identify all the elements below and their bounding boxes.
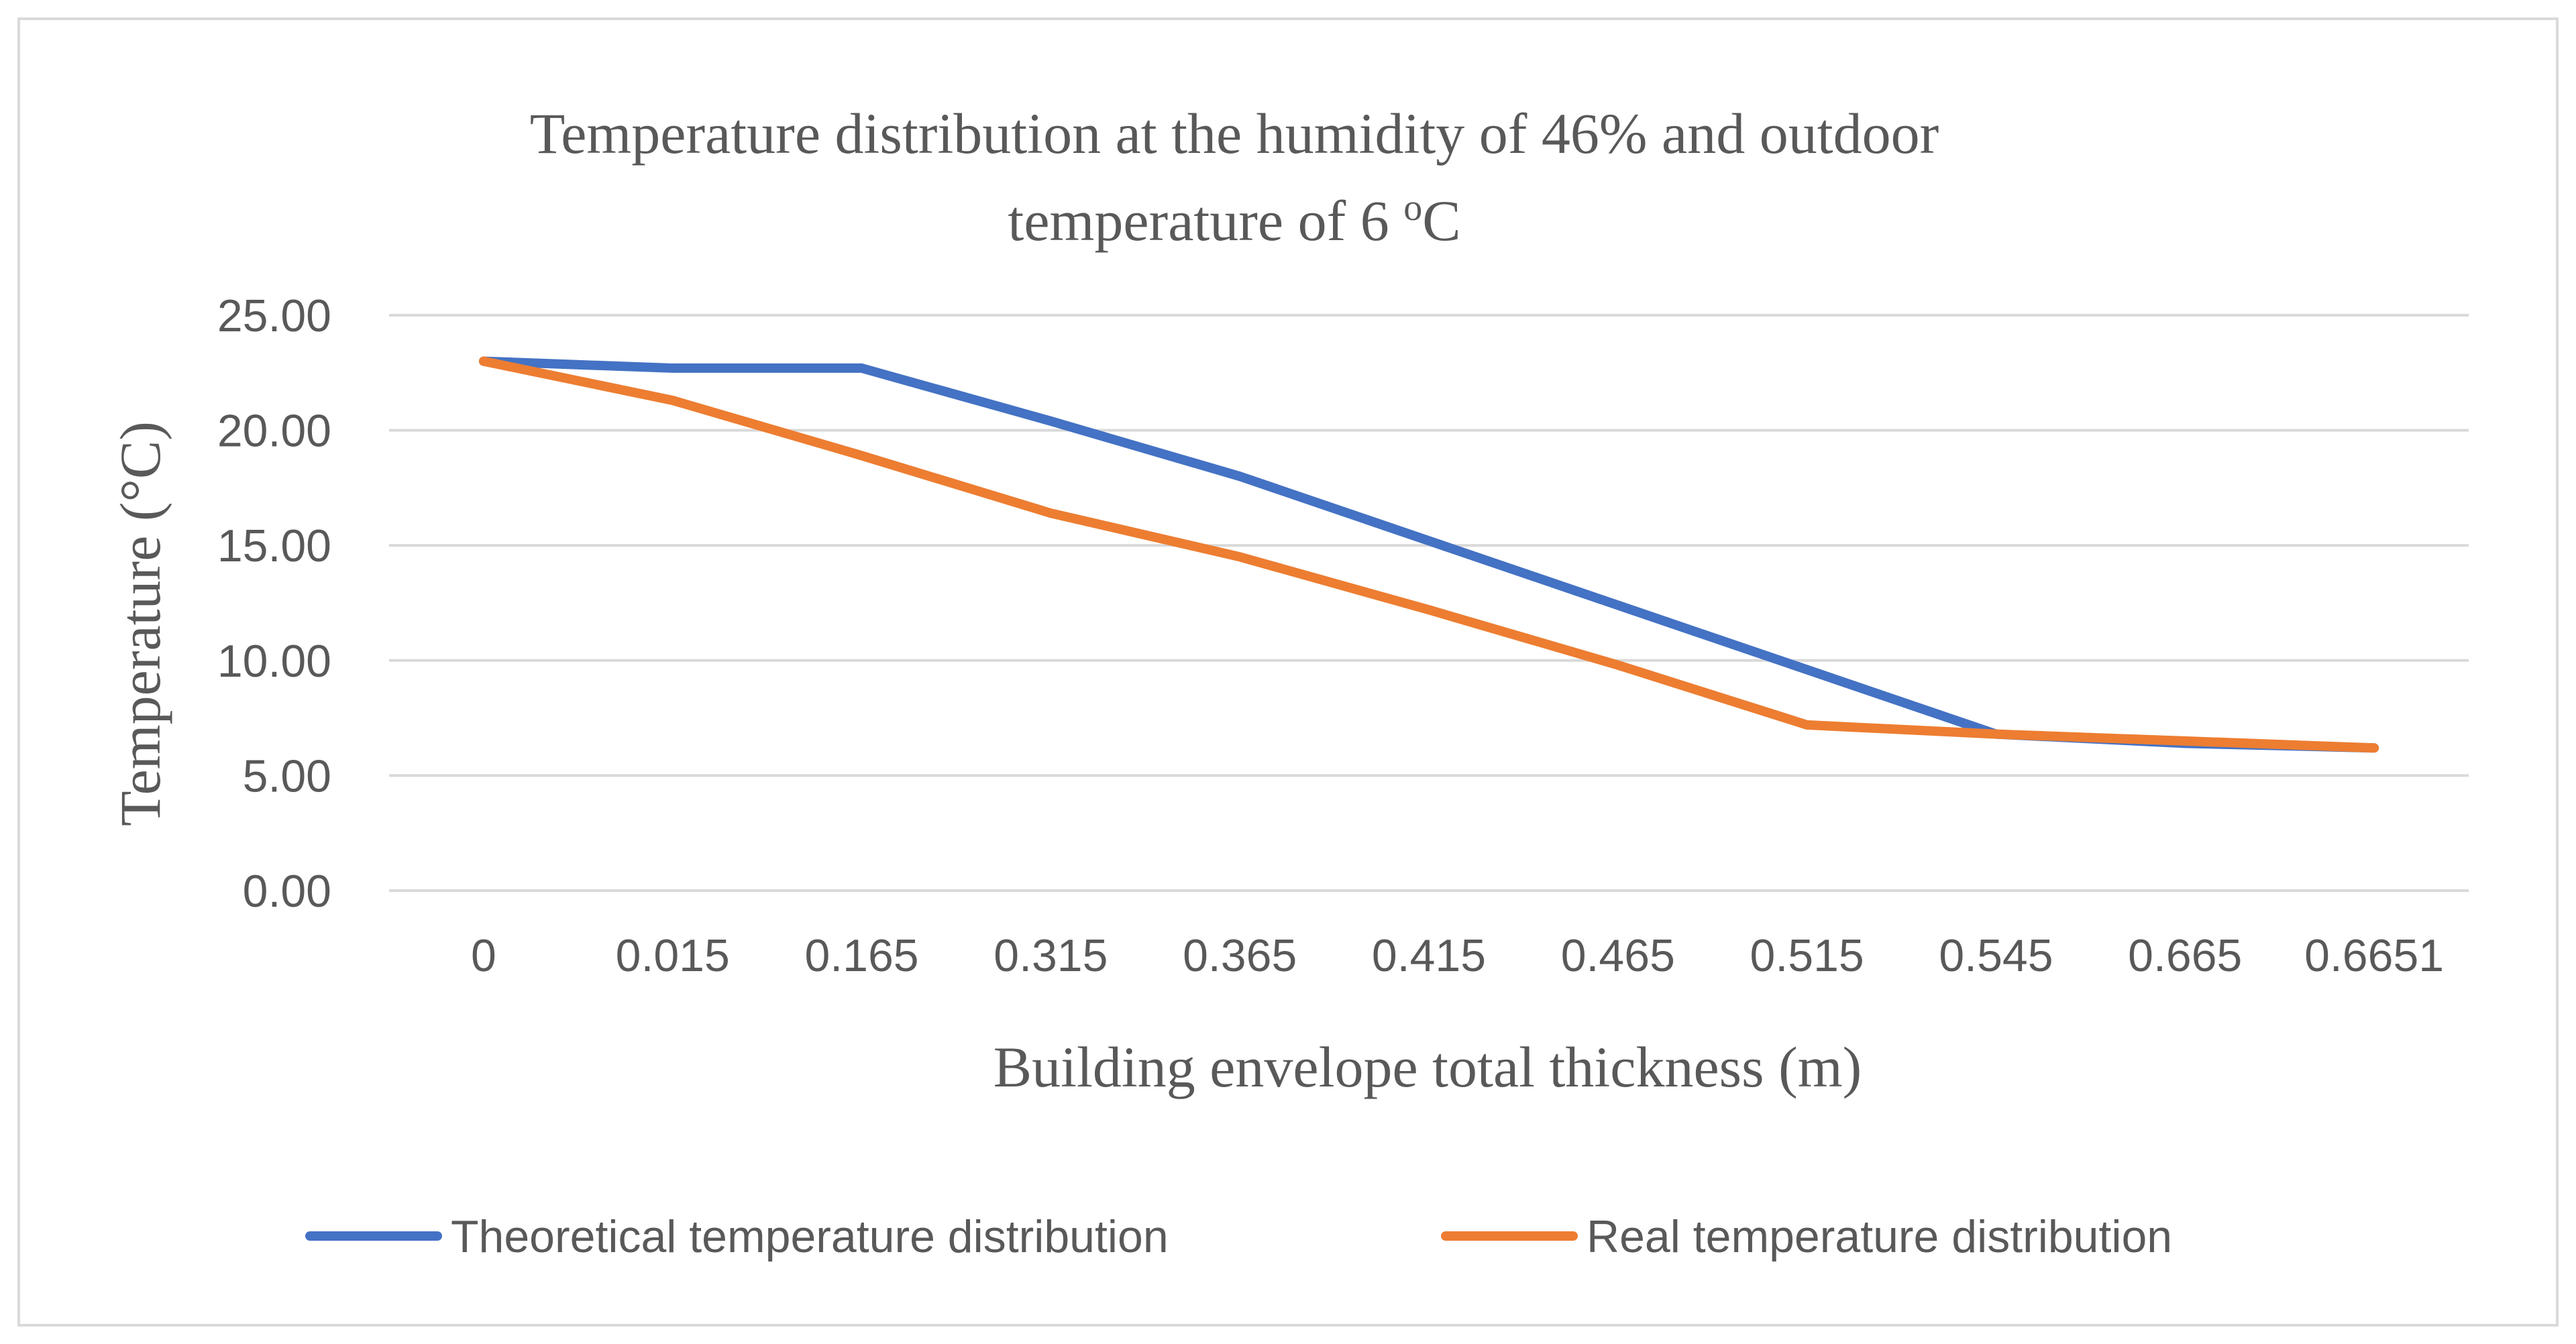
x-tick-label: 0.665 [2128,930,2242,981]
x-tick-label: 0.015 [616,930,730,981]
chart-frame: Temperature distribution at the humidity… [17,17,2559,1327]
y-tick-label: 10.00 [217,636,331,687]
chart-title-line-1: Temperature distribution at the humidity… [530,101,1939,166]
legend-label: Real temperature distribution [1587,1211,2172,1262]
x-tick-label: 0.515 [1750,930,1864,981]
y-tick-label: 20.00 [217,406,331,457]
series-lines [478,356,2379,753]
chart-title-suffix: C [1422,188,1460,253]
series-line-theoretical [478,356,2379,753]
y-tick-label: 25.00 [217,290,331,341]
legend-item-real: Real temperature distribution [1441,1211,2172,1262]
legend-label: Theoretical temperature distribution [451,1211,1169,1262]
x-tick-label: 0.6651 [2304,930,2444,981]
y-tick-labels: 0.00 5.00 10.00 15.00 20.00 25.00 [217,290,331,917]
x-axis-label: Building envelope total thickness (m) [994,1035,1862,1099]
y-tick-label: 15.00 [217,520,331,571]
chart-title-prefix: temperature of 6 [1008,188,1403,253]
x-tick-label: 0.415 [1372,930,1486,981]
x-tick-label: 0.365 [1183,930,1297,981]
x-tick-label: 0.165 [804,930,918,981]
legend: Theoretical temperature distribution Real… [305,1211,2172,1262]
x-tick-label: 0.545 [1939,930,2053,981]
y-axis-label: Temperature (°C) [108,421,172,826]
x-tick-label: 0 [471,930,496,981]
chart-title-superscript: o [1403,187,1422,229]
chart-title-line-2: temperature of 6 oC [1008,187,1460,253]
series-line-real [478,356,2379,753]
y-tick-label: 0.00 [243,866,331,917]
x-tick-label: 0.465 [1561,930,1675,981]
gridlines [389,314,2469,892]
line-chart: Temperature distribution at the humidity… [108,101,2469,1262]
y-tick-label: 5.00 [243,750,331,801]
x-tick-label: 0.315 [994,930,1108,981]
x-tick-labels: 0 0.015 0.165 0.315 0.365 0.415 0.465 0.515 0.54… [471,930,2444,981]
legend-item-theoretical: Theoretical temperature distribution [305,1211,1169,1262]
